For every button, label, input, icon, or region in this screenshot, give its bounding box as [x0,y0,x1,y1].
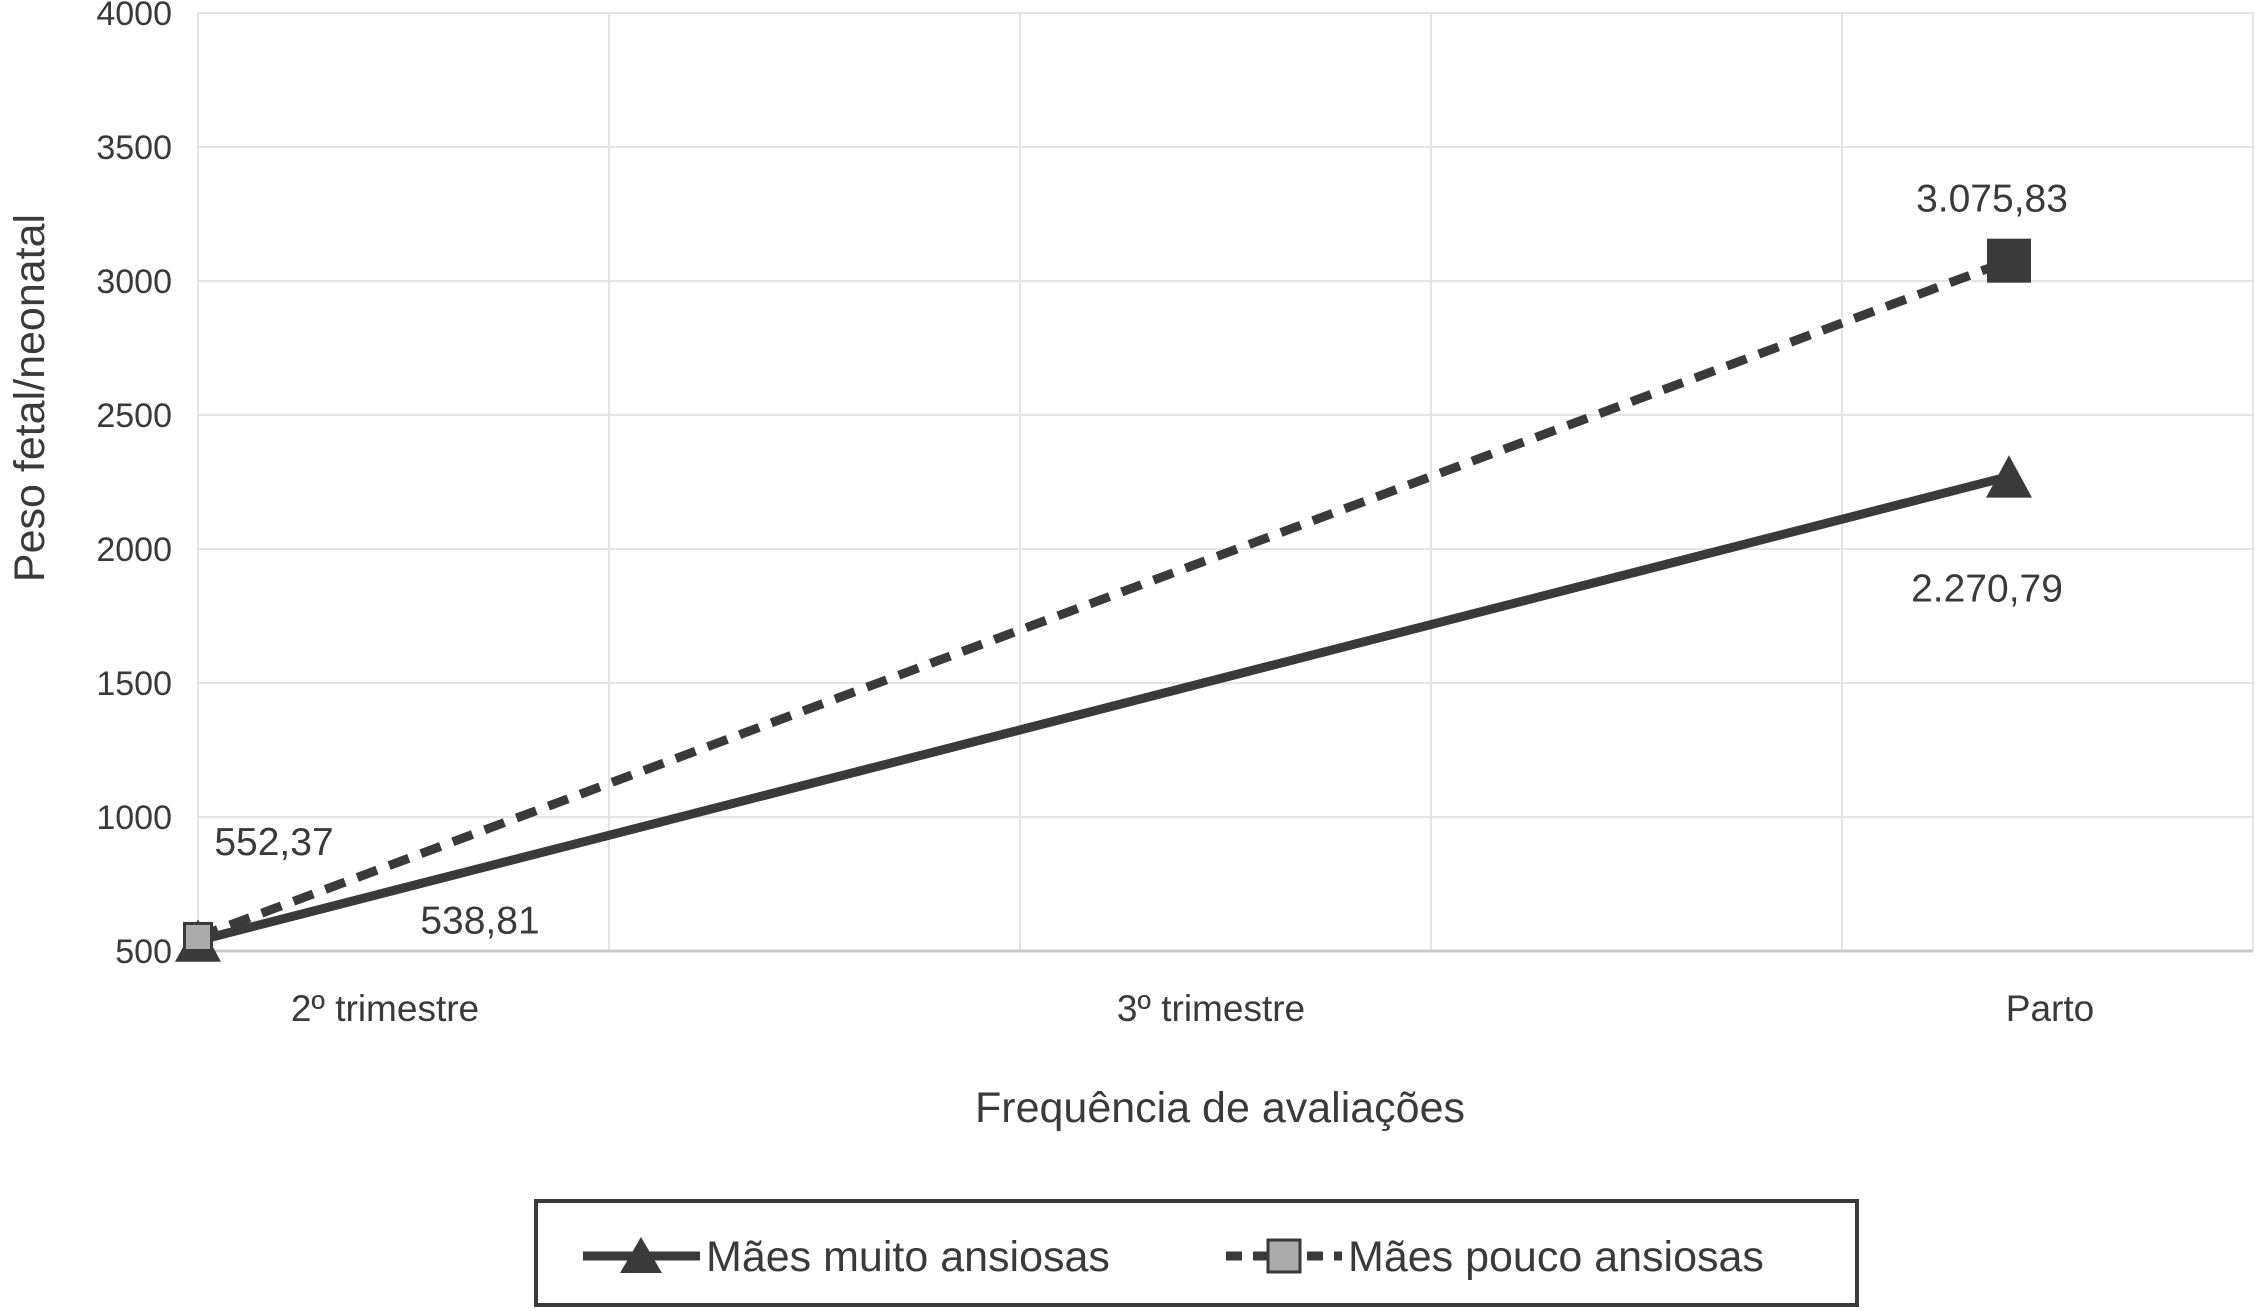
x-category-label: 2º trimestre [291,988,479,1029]
data-point-marker-triangle [1986,455,2032,498]
y-tick-label: 4000 [96,0,172,33]
data-point-label: 552,37 [214,821,333,864]
data-point-label: 3.075,83 [1916,178,2068,221]
x-category-labels: 2º trimestre 3º trimestre Parto [291,988,2094,1029]
y-tick-labels: 500 1000 1500 2000 2500 3000 3500 4000 [96,0,172,971]
legend-item-maes-muito-ansiosas: Mães muito ansiosas [583,1233,1110,1281]
data-point-label: 538,81 [420,900,539,943]
y-tick-label: 500 [115,933,172,971]
legend-square-marker-icon [1266,1238,1302,1274]
y-tick-label: 3000 [96,263,172,301]
legend-item-label: Mães muito ansiosas [706,1233,1110,1281]
y-axis-title: Peso fetal/neonatal [6,214,54,582]
legend-item-maes-pouco-ansiosas: Mães pouco ansiosas [1226,1233,1764,1281]
x-category-label: 3º trimestre [1117,988,1305,1029]
x-category-label: Parto [2006,988,2094,1029]
markers-layer [175,238,2032,962]
series-line-1 [196,472,2011,945]
series-line-2 [196,256,2011,942]
x-axis-title: Frequência de avaliações [975,1084,1465,1132]
y-tick-label: 1500 [96,665,172,703]
data-point-marker-square [1987,238,2031,283]
legend-triangle-marker-icon [620,1237,662,1273]
data-labels-layer: 538,81 2.270,79 552,37 3.075,83 [214,178,2068,943]
y-tick-label: 1000 [96,799,172,837]
legend-item-label: Mães pouco ansiosas [1348,1233,1764,1281]
data-point-marker-square [183,921,213,952]
y-tick-label: 3500 [96,129,172,167]
data-point-label: 2.270,79 [1911,567,2063,610]
legend-box [534,1199,1859,1307]
series-lines-layer [196,256,2011,945]
y-tick-label: 2500 [96,397,172,435]
gridlines-layer [197,12,2254,951]
y-tick-label: 2000 [96,531,172,569]
legend: Mães muito ansiosas Mães pouco ansiosas [534,1199,1859,1307]
